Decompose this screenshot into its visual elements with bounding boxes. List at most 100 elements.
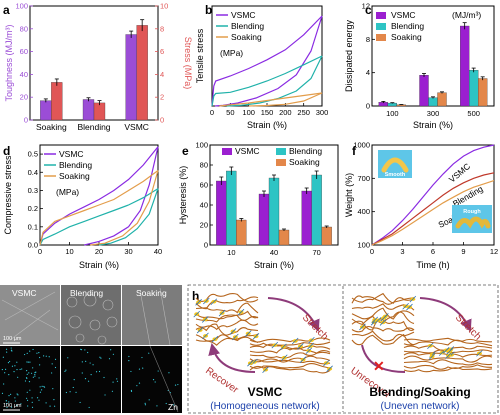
eds-dot bbox=[26, 361, 28, 363]
y-tick-label: 8 bbox=[366, 35, 370, 44]
legend-swatch-blending bbox=[376, 23, 386, 30]
eds-dot bbox=[20, 403, 22, 405]
crosslink-bond bbox=[299, 356, 307, 363]
curve-load-soaking bbox=[39, 170, 159, 246]
crosslink-bond bbox=[379, 319, 387, 326]
eds-dot bbox=[144, 404, 147, 406]
schematic-title-left: VSMC bbox=[248, 385, 283, 399]
eds-vsmc bbox=[0, 346, 60, 413]
eds-dot bbox=[32, 367, 34, 369]
panel-label-e: e bbox=[182, 144, 189, 158]
eds-dot bbox=[38, 377, 40, 379]
bar-soaking-300 bbox=[437, 92, 447, 107]
bar-stress-blending bbox=[93, 102, 106, 121]
eds-dot bbox=[67, 357, 69, 359]
panel-label-d: d bbox=[3, 144, 10, 158]
eds-dot bbox=[10, 349, 13, 351]
crosslink-bond bbox=[229, 328, 237, 335]
crosslink-bond bbox=[280, 343, 287, 351]
bar-blending-40 bbox=[268, 177, 280, 246]
y-tick-label: 12 bbox=[362, 2, 370, 11]
x-tick-label: 30 bbox=[124, 247, 132, 256]
crosslink-bond bbox=[262, 366, 269, 374]
eds-dot bbox=[30, 372, 33, 374]
legend-label-blending: Blending bbox=[289, 146, 322, 156]
crosslink-bond bbox=[406, 303, 413, 311]
crosslink-bond bbox=[476, 349, 483, 357]
eds-dot bbox=[177, 383, 179, 386]
xlabel-b: Strain (%) bbox=[247, 120, 287, 130]
eds-dot bbox=[24, 380, 27, 382]
curve-unload-vsmc bbox=[84, 146, 159, 246]
eds-dot bbox=[112, 381, 114, 383]
x-category-label: 500 bbox=[467, 109, 480, 118]
panel-label-c: c bbox=[365, 3, 372, 17]
bar-blending-100 bbox=[387, 102, 397, 107]
x-tick-label: 6 bbox=[431, 247, 435, 256]
x-category-label: Blending bbox=[77, 122, 110, 132]
eds-dot bbox=[45, 402, 47, 404]
x-category-label: 70 bbox=[312, 248, 320, 257]
eds-dot bbox=[8, 394, 10, 397]
x-tick-label: 150 bbox=[261, 108, 274, 117]
eds-dot bbox=[128, 355, 130, 358]
eds-dot bbox=[165, 402, 167, 405]
fiber bbox=[403, 339, 493, 347]
bar-toughness-vsmc bbox=[125, 34, 137, 121]
y-tick-label: 0.4 bbox=[28, 168, 38, 177]
eds-dot bbox=[21, 368, 23, 370]
fiber bbox=[249, 341, 331, 347]
crosslink-bond bbox=[427, 342, 434, 350]
eds-dot bbox=[41, 385, 43, 387]
eds-dot bbox=[32, 348, 34, 351]
crosslink-bond bbox=[271, 341, 279, 349]
crosslink-bond bbox=[201, 316, 209, 323]
fiber bbox=[249, 337, 331, 343]
fiber bbox=[403, 364, 493, 370]
eds-dot bbox=[26, 399, 29, 401]
crosslink-bond bbox=[210, 298, 218, 306]
inset-smooth: Smooth bbox=[378, 150, 412, 178]
x-tick-label: 200 bbox=[279, 108, 292, 117]
legend-label-blending: Blending bbox=[231, 21, 264, 31]
eds-dot bbox=[108, 358, 111, 360]
bar-stress-soaking bbox=[51, 82, 63, 121]
eds-dot bbox=[27, 405, 29, 407]
x-category-label: Soaking bbox=[36, 122, 67, 132]
fiber bbox=[195, 323, 259, 336]
panel-g: g VSMC Blending Soaking 100 μm 100 μm Zn bbox=[0, 285, 182, 413]
fiber bbox=[351, 295, 415, 305]
eds-dot bbox=[29, 350, 31, 352]
crosslink-bond bbox=[193, 310, 200, 318]
y-tick-label: 0 bbox=[366, 102, 370, 111]
sem-soaking bbox=[122, 285, 182, 345]
eds-dot bbox=[8, 374, 10, 376]
eds-crack bbox=[149, 345, 179, 413]
ylabel-e: Hysteresis (%) bbox=[178, 166, 188, 225]
panel-e: e Hysteresis (%) Strain (%) 0 20 40 60 80 100… bbox=[178, 141, 339, 270]
eds-dot bbox=[85, 360, 87, 362]
y-tick-label: 0.0 bbox=[28, 241, 38, 250]
crosslink-bond bbox=[195, 299, 202, 306]
eds-dot bbox=[38, 351, 40, 354]
unit-note-c: (MJ/m³) bbox=[452, 10, 481, 20]
eds-dot bbox=[28, 381, 31, 383]
curve-blending bbox=[371, 172, 495, 246]
eds-dot bbox=[156, 405, 158, 407]
fiber bbox=[249, 365, 331, 374]
eds-dot bbox=[69, 391, 71, 393]
x-tick-label: 250 bbox=[297, 108, 310, 117]
eds-dot bbox=[26, 352, 28, 355]
panel-label-b: b bbox=[205, 3, 212, 17]
bar-soaking-10 bbox=[236, 219, 247, 246]
bar-soaking-70 bbox=[321, 226, 332, 246]
x-tick-label: 12 bbox=[490, 247, 498, 256]
eds-dot bbox=[152, 379, 155, 381]
eds-dot bbox=[84, 349, 86, 351]
eds-dot bbox=[36, 352, 38, 354]
crosslink-bond bbox=[323, 359, 330, 367]
eds-dot bbox=[54, 366, 57, 369]
network-vsmc-relaxed bbox=[193, 293, 260, 346]
panel-label-a: a bbox=[3, 3, 10, 17]
curve-unload-soaking bbox=[248, 92, 323, 107]
